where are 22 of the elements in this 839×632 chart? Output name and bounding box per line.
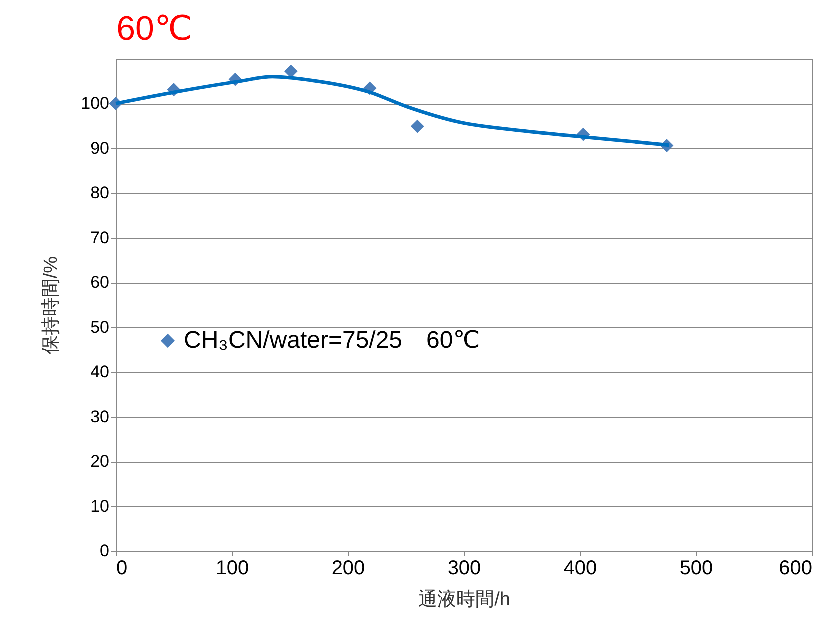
y-tick-label: 90 <box>90 138 110 158</box>
y-tick-label: 50 <box>90 318 110 337</box>
y-tick-label: 80 <box>90 184 110 203</box>
y-tick-label: 30 <box>90 407 110 426</box>
x-tick-label: 400 <box>564 558 598 580</box>
chart-title: 60℃ <box>116 10 193 48</box>
y-tick-label: 70 <box>90 228 110 248</box>
x-tick-label: 200 <box>332 558 366 580</box>
x-tick-label: 100 <box>216 558 250 580</box>
y-axis-title: 保持時間/% <box>41 256 62 355</box>
y-tick-label: 40 <box>90 362 110 382</box>
y-tick-label: 10 <box>90 496 110 516</box>
x-tick-label: 500 <box>680 558 714 580</box>
y-tick-label: 0 <box>100 542 110 560</box>
x-tick-label: 0 <box>116 558 128 580</box>
y-tick-label: 20 <box>90 452 110 472</box>
legend-label: CH₃CN/water=75/25 60℃ <box>184 327 480 354</box>
y-tick-label: 100 <box>81 94 110 114</box>
x-tick-label: 300 <box>448 558 482 580</box>
x-tick-label: 600 <box>779 558 812 580</box>
y-tick-label: 60 <box>90 273 110 292</box>
x-axis-title: 通液時間/h <box>418 588 510 610</box>
